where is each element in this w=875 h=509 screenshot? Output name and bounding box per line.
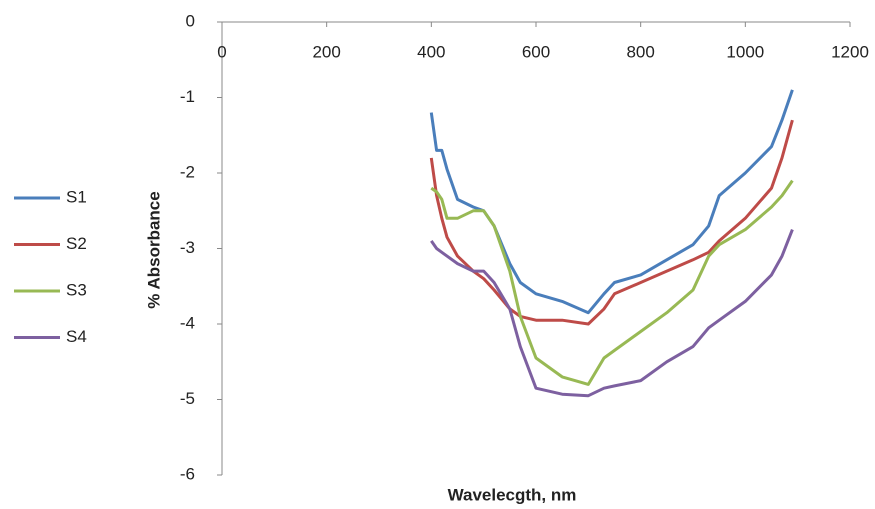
x-axis-title: Wavelecgth, nm (448, 485, 577, 504)
y-tick-label: 0 (186, 11, 195, 30)
y-axis-title: % Absorbance (144, 191, 163, 308)
series-line (430, 229, 794, 398)
y-tick-label: -2 (180, 162, 195, 181)
x-tick-label: 800 (626, 42, 654, 61)
x-tick-label: 1000 (726, 42, 764, 61)
legend-label: S3 (66, 280, 87, 299)
x-tick-label: 1200 (831, 42, 869, 61)
series-line (429, 89, 794, 315)
x-tick-label: 400 (417, 42, 445, 61)
x-tick-label: 0 (217, 42, 226, 61)
legend-label: S4 (66, 327, 87, 346)
series-line (430, 179, 794, 386)
legend-label: S1 (66, 187, 87, 206)
legend-label: S2 (66, 234, 87, 253)
x-tick-label: 200 (312, 42, 340, 61)
y-tick-label: -1 (180, 87, 195, 106)
series-line (429, 119, 794, 326)
y-tick-label: -6 (180, 464, 195, 483)
y-tick-label: -4 (180, 313, 195, 332)
y-tick-label: -5 (180, 389, 195, 408)
x-tick-label: 600 (522, 42, 550, 61)
y-tick-label: -3 (180, 238, 195, 257)
